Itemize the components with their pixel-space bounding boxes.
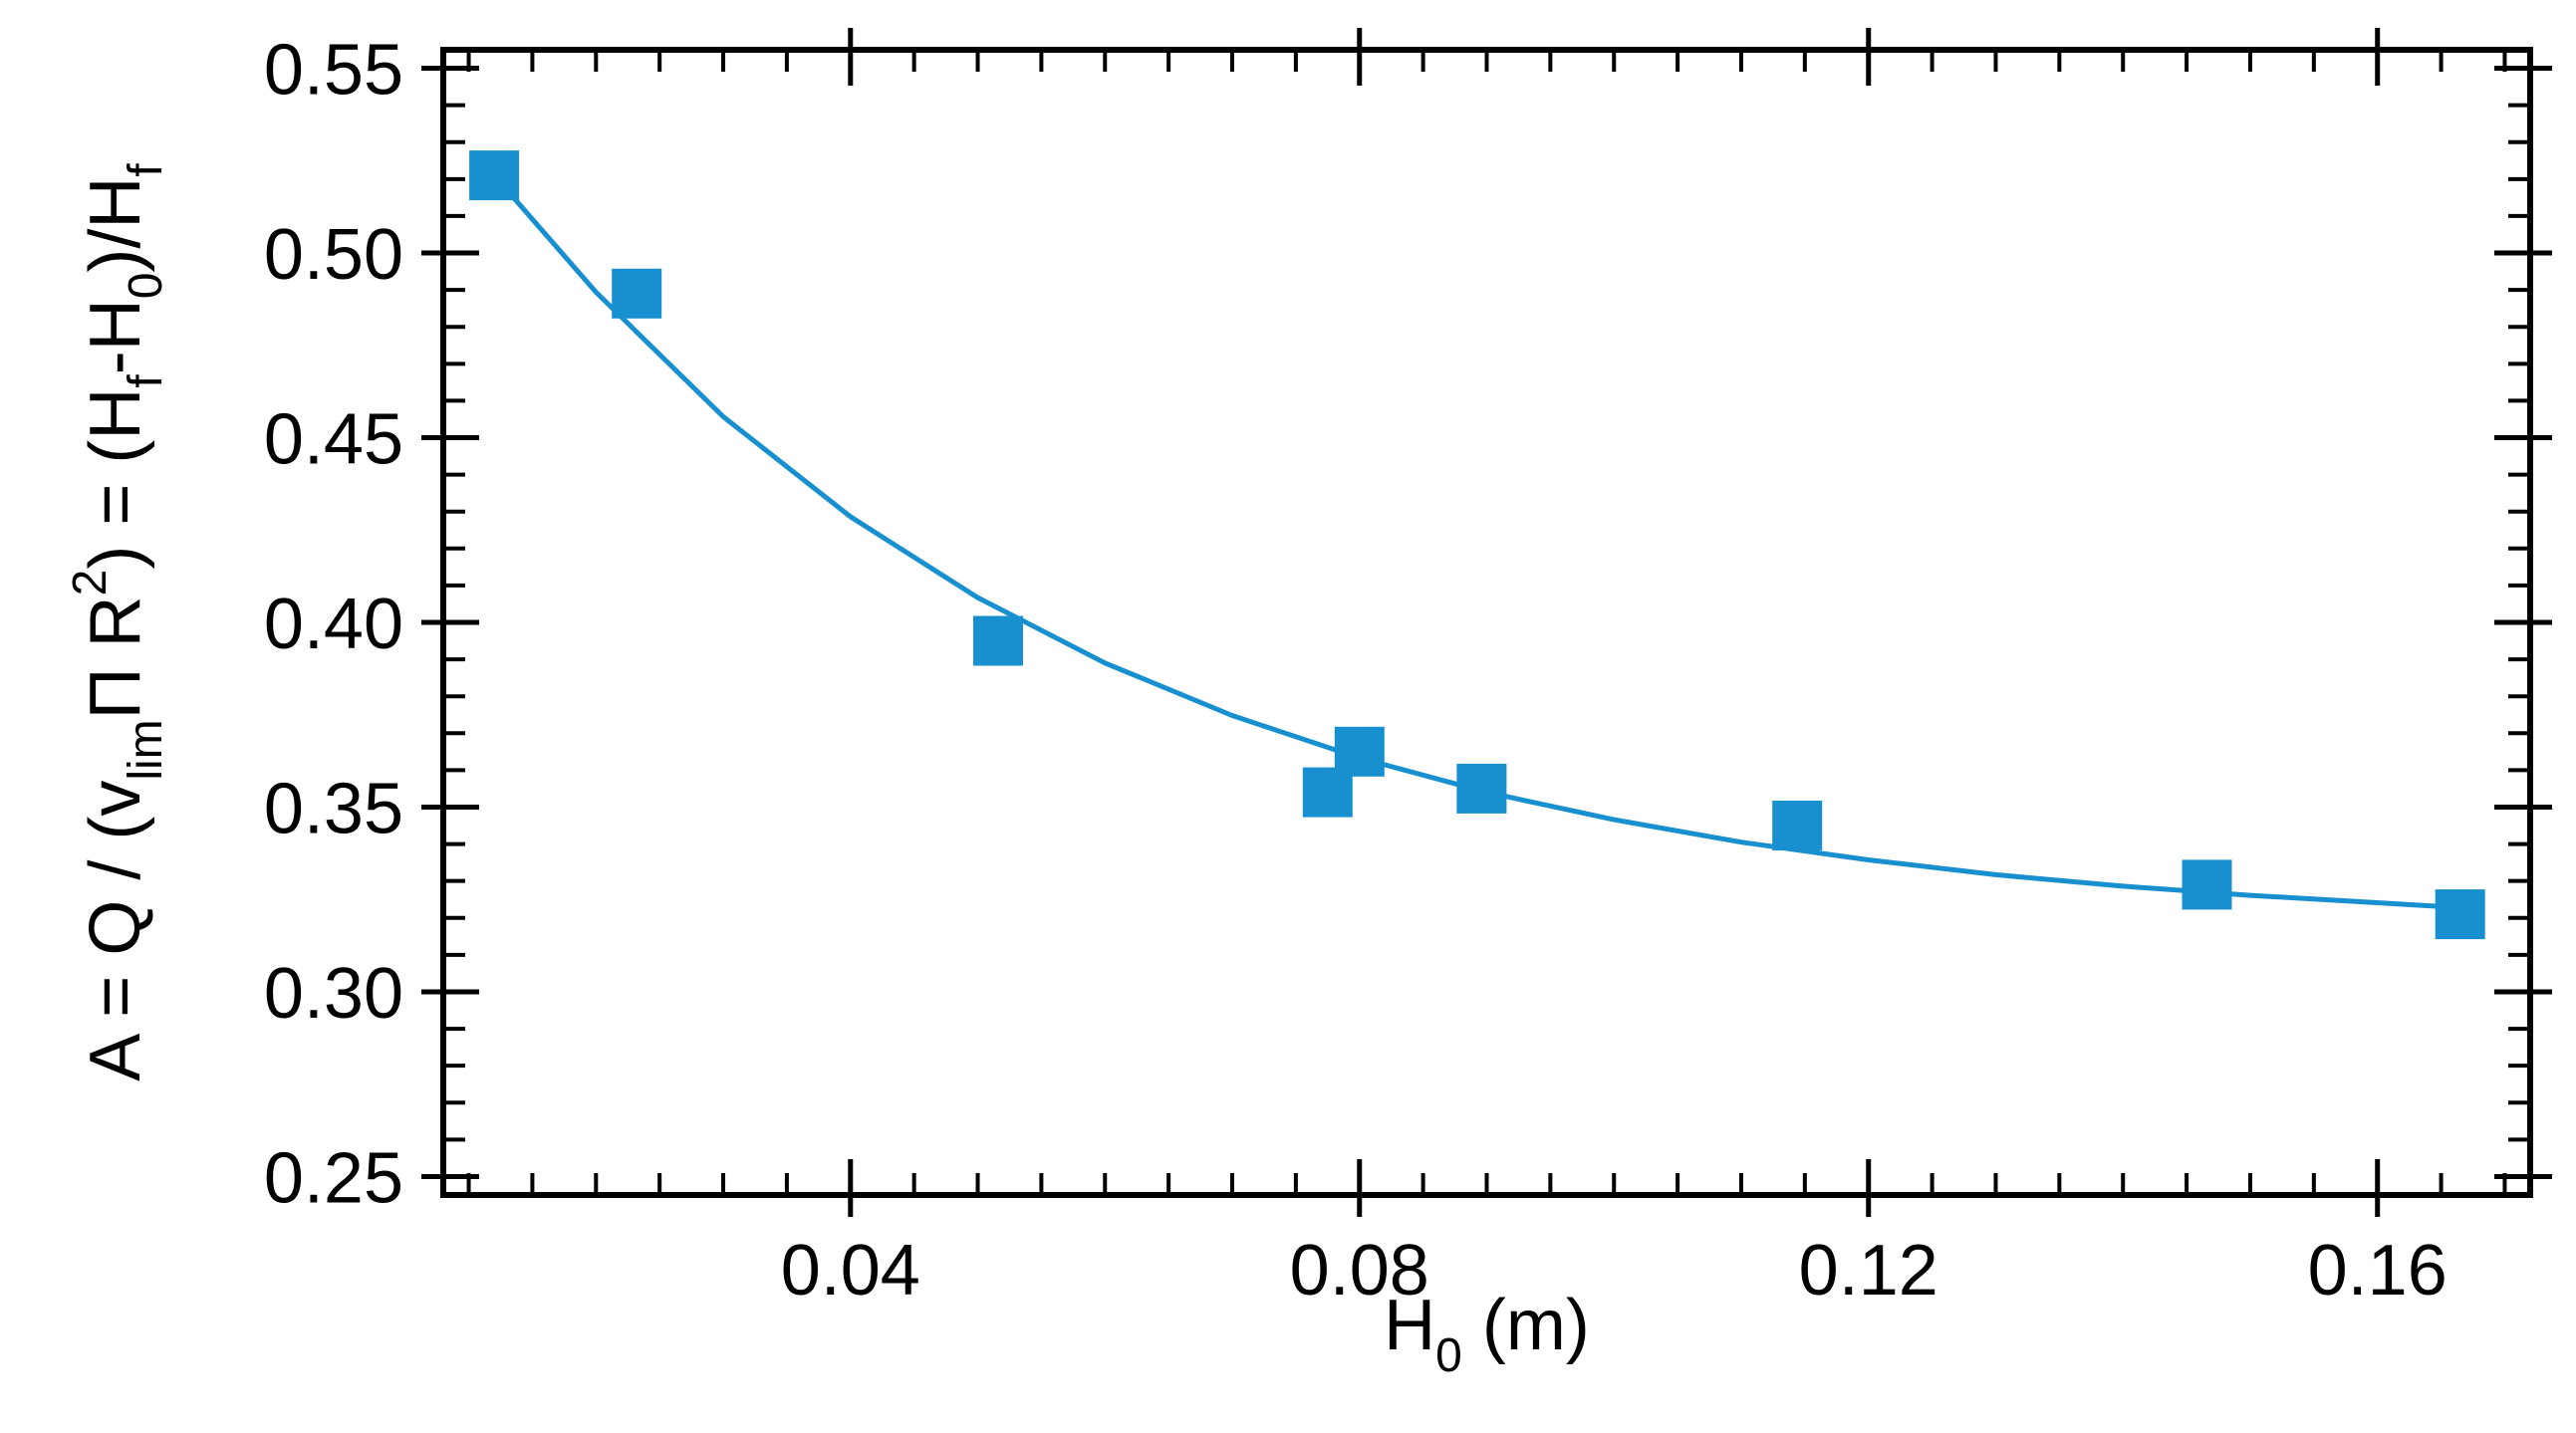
y-tick-label: 0.35 <box>264 769 403 848</box>
x-tick-label: 0.12 <box>1799 1231 1938 1311</box>
x-axis-title-main: H <box>1384 1286 1435 1365</box>
y-tick-label: 0.40 <box>264 585 403 664</box>
y-axis-title-part-2: Π R <box>76 596 155 719</box>
y-axis-title-part-4: -H <box>76 299 155 374</box>
y-axis-title-part-1: A = Q / (v <box>76 781 155 1081</box>
tick-labels: 0.04 0.08 0.12 0.16 0.25 0.30 0.35 0.40 0.45 0.50… <box>264 31 2447 1311</box>
y-tick-label: 0.45 <box>264 400 403 480</box>
y-axis-title-sub-0: 0 <box>120 273 172 300</box>
data-point <box>1456 763 1507 814</box>
y-axis-title-part-3: ) = (H <box>76 388 155 570</box>
x-tick-label: 0.08 <box>1290 1231 1429 1311</box>
y-tick-label: 0.50 <box>264 215 403 295</box>
y-tick-label: 0.30 <box>264 954 403 1034</box>
x-tick-label: 0.16 <box>2308 1231 2447 1311</box>
minor-ticks <box>443 50 2530 1195</box>
y-axis-title-sub-f1: f <box>120 374 172 388</box>
y-axis-title-part-5: )/H <box>76 177 155 273</box>
data-point <box>2435 889 2485 940</box>
y-tick-label: 0.25 <box>264 1138 403 1218</box>
data-point <box>1334 726 1385 777</box>
data-point <box>2182 859 2232 910</box>
series-layer <box>469 150 2485 940</box>
x-axis-title-subscript: 0 <box>1435 1329 1462 1382</box>
data-point <box>469 150 520 201</box>
data-point <box>1772 801 1823 850</box>
data-point <box>973 615 1023 666</box>
major-ticks <box>421 28 2552 1217</box>
y-tick-label: 0.55 <box>264 31 403 111</box>
data-point <box>612 268 662 319</box>
x-axis-title-rest: (m) <box>1462 1286 1590 1365</box>
y-axis-title: A = Q / (vlimΠ R2) = (Hf-H0)/Hf <box>64 163 172 1081</box>
plot-frame <box>440 47 2533 1198</box>
y-axis-title-sub-lim: lim <box>120 719 172 780</box>
fit-curve <box>492 173 2460 910</box>
x-tick-label: 0.04 <box>781 1231 920 1311</box>
y-axis-title-sup-2: 2 <box>64 570 117 597</box>
y-axis-title-sub-f2: f <box>120 163 172 177</box>
x-axis-title: H0 (m) <box>1384 1286 1590 1382</box>
